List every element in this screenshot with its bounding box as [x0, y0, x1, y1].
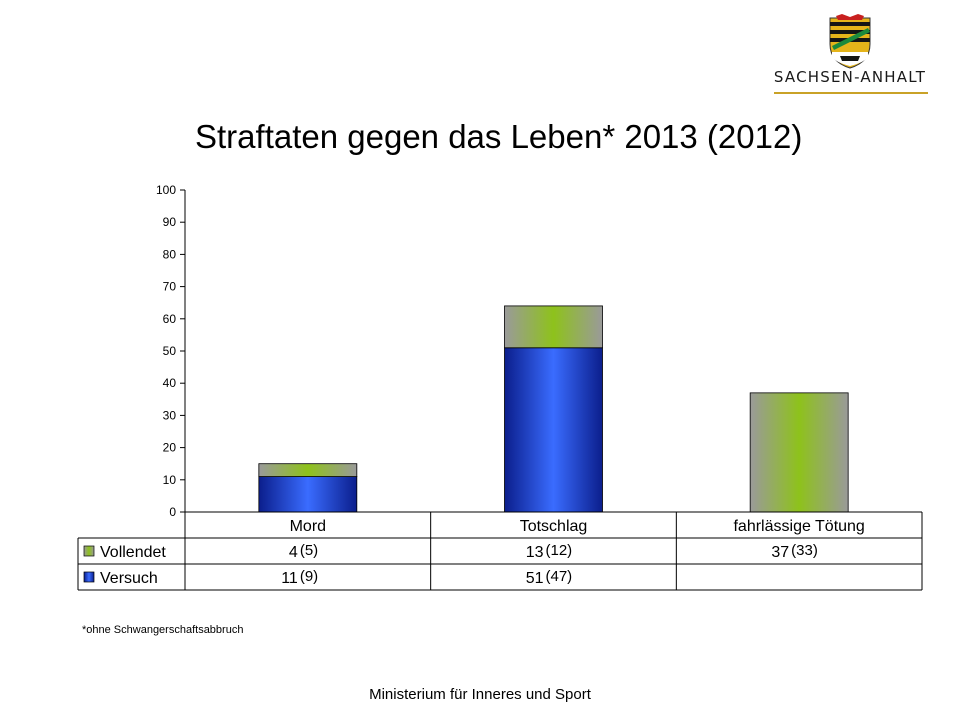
table-value: 11 — [281, 570, 298, 587]
bar-versuch — [258, 476, 358, 513]
coat-of-arms-icon — [829, 14, 871, 69]
y-tick-label: 40 — [163, 376, 177, 390]
bar-vollendet — [749, 392, 849, 513]
footer-ministry: Ministerium für Inneres und Sport — [369, 686, 591, 703]
table-prev-value: (5) — [300, 542, 318, 559]
y-tick-label: 60 — [163, 312, 177, 326]
bar-vollendet — [258, 463, 358, 477]
page-title: Straftaten gegen das Leben* 2013 (2012) — [195, 118, 803, 155]
y-tick-label: 80 — [163, 247, 177, 261]
bar-vollendet — [504, 305, 603, 349]
table-value: 13 — [526, 544, 544, 561]
logo-rule — [774, 92, 928, 94]
y-tick-label: 0 — [169, 505, 176, 519]
legend-label-vollendet: Vollendet — [100, 544, 166, 561]
table-prev-value: (9) — [300, 568, 318, 585]
table-prev-value: (47) — [546, 568, 573, 585]
table-value: 4 — [289, 544, 298, 561]
bar-versuch — [504, 347, 603, 513]
bar-chart: 0 10 20 30 40 50 60 70 80 90 100 Mord Totschlag fahr… — [77, 183, 923, 591]
logo: SACHSEN-ANHALT — [770, 14, 930, 100]
footnote: *ohne Schwangerschaftsabbruch — [82, 624, 244, 636]
y-tick-label: 10 — [163, 473, 177, 487]
table-value: 37 — [771, 544, 789, 561]
y-tick-label: 90 — [163, 215, 177, 229]
y-tick-label: 70 — [163, 280, 177, 294]
y-tick-label: 30 — [163, 408, 177, 422]
category-label: Totschlag — [520, 518, 588, 535]
y-tick-label: 20 — [163, 441, 177, 455]
category-label: Mord — [290, 518, 326, 535]
legend-key-versuch — [83, 571, 95, 583]
logo-wordmark: SACHSEN-ANHALT — [773, 68, 927, 86]
category-label: fahrlässige Tötung — [733, 518, 864, 535]
legend-label-versuch: Versuch — [100, 570, 158, 587]
table-value: 51 — [526, 570, 544, 587]
y-tick-label: 50 — [163, 344, 177, 358]
legend-key-vollendet — [83, 545, 95, 557]
y-tick-label: 100 — [156, 183, 176, 197]
table-prev-value: (12) — [546, 542, 573, 559]
table-prev-value: (33) — [791, 542, 818, 559]
